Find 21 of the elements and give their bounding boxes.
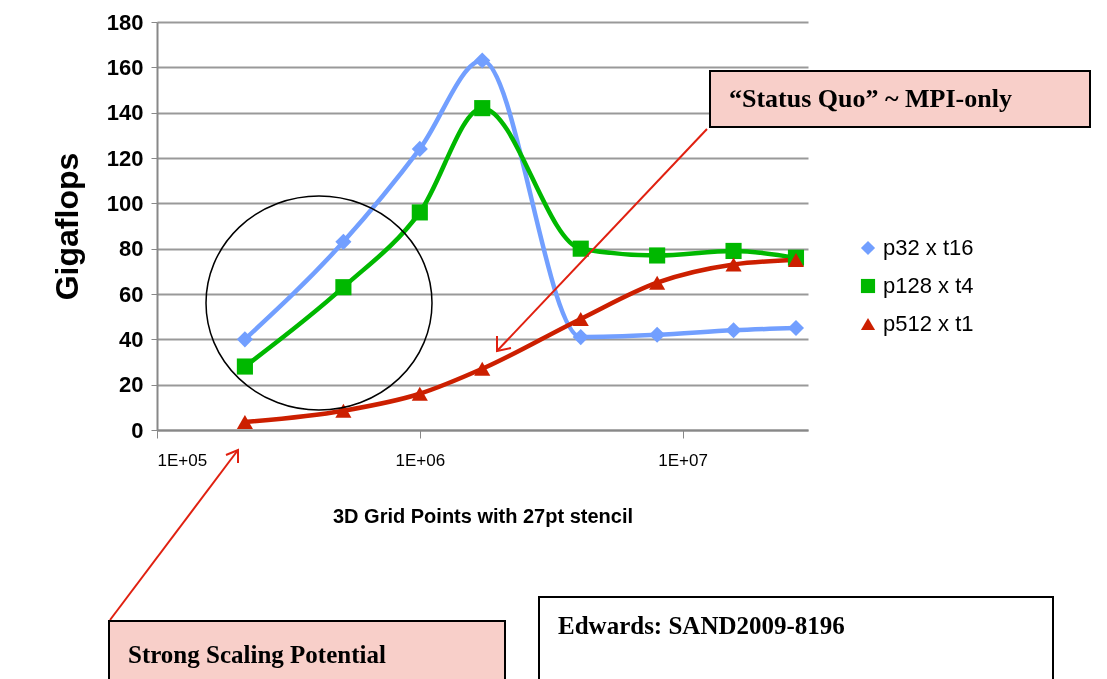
x-tick-label: 1E+06 [395, 450, 446, 470]
x-tick-label: 1E+05 [157, 450, 208, 470]
y-tick-label: 180 [106, 9, 144, 35]
y-tick-label: 140 [106, 100, 144, 126]
y-tick-label: 120 [106, 145, 144, 171]
y-tick-label: 20 [119, 372, 144, 398]
y-tick-label: 40 [119, 326, 144, 352]
callout-box: Strong Scaling Potential [108, 620, 506, 679]
x-tick-label: 1E+07 [658, 450, 708, 470]
y-tick-label: 160 [106, 54, 144, 80]
y-tick-label: 100 [106, 190, 144, 216]
legend-label: p512 x t1 [883, 311, 974, 336]
callout-box: “Status Quo” ~ MPI-only [709, 70, 1091, 128]
x-axis-title: 3D Grid Points with 27pt stencil [332, 504, 634, 527]
legend-label: p32 x t16 [883, 235, 974, 260]
y-axis-title: Gigaflops [48, 152, 85, 301]
legend-label: p128 x t4 [883, 273, 974, 298]
y-tick-label: 60 [119, 281, 144, 307]
callout-box: Edwards: SAND2009-8196 [538, 596, 1054, 679]
y-tick-label: 80 [119, 236, 144, 262]
y-tick-label: 0 [131, 417, 144, 443]
